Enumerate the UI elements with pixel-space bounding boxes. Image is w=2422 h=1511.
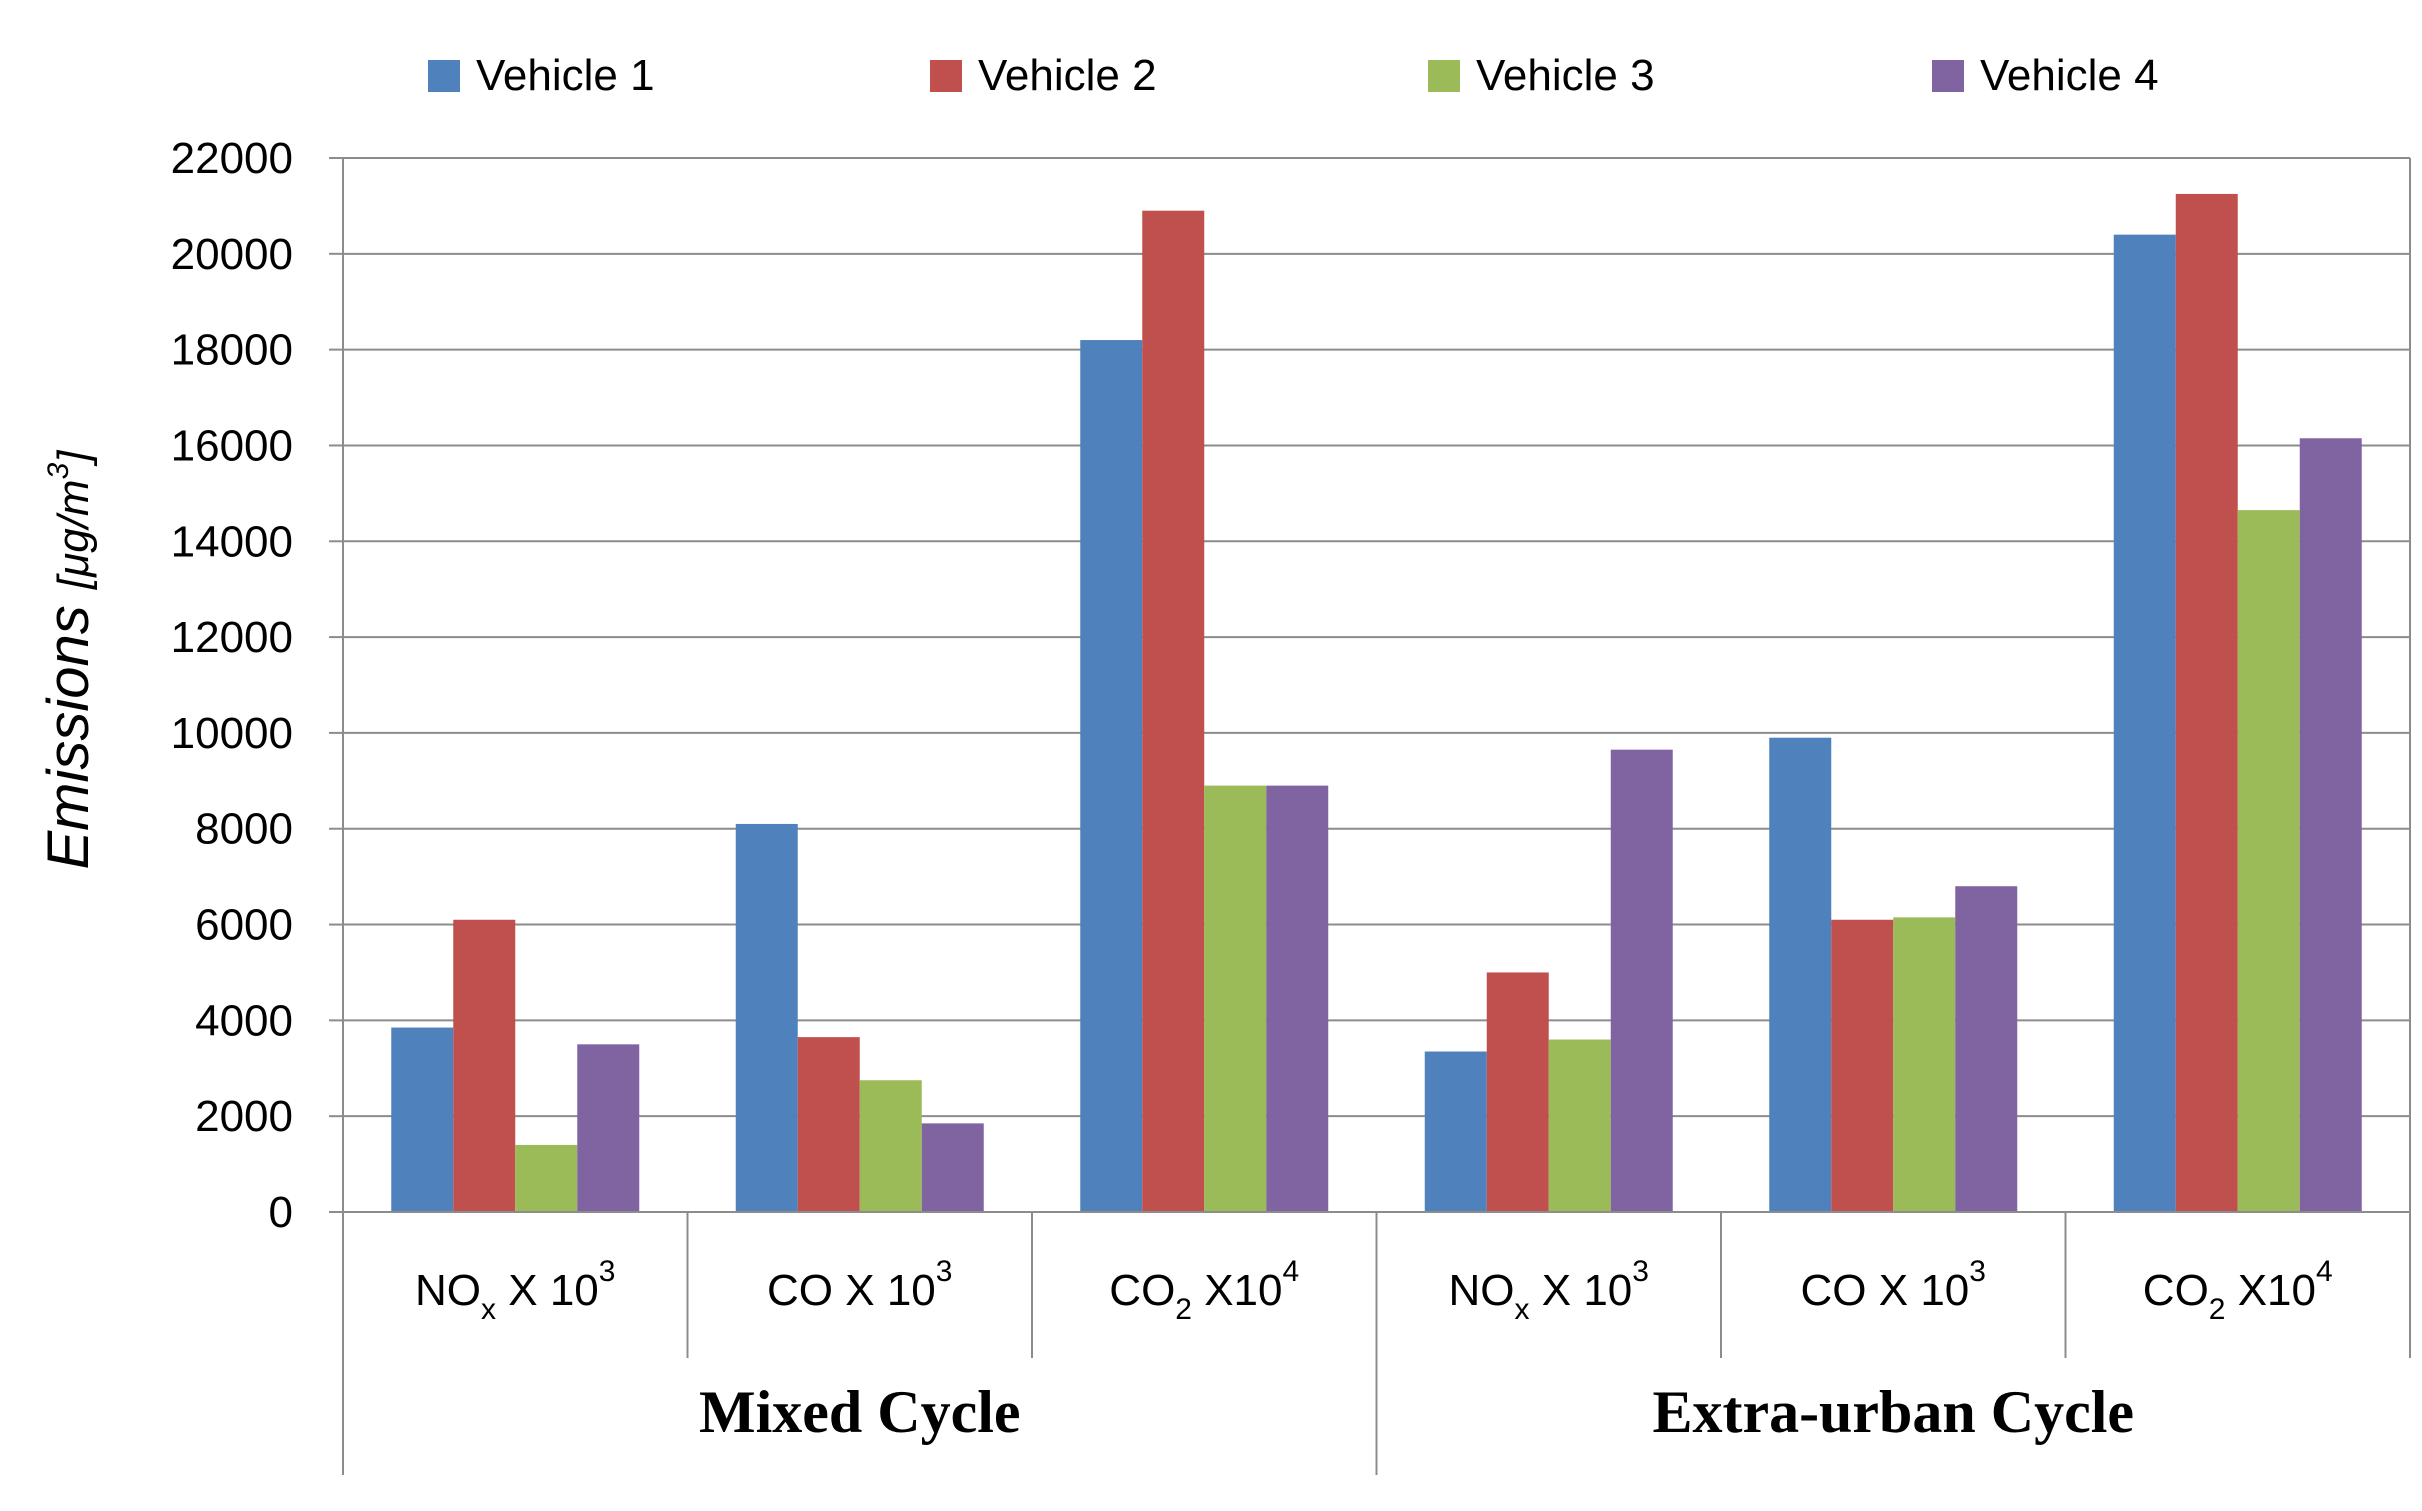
legend-swatch [930, 60, 962, 92]
y-tick-label: 0 [269, 1188, 293, 1237]
group-labels: Mixed Cycle Extra-urban Cycle [699, 1379, 2134, 1445]
bars [391, 193, 2362, 1212]
bar-vehicle-1-3 [1424, 1051, 1487, 1212]
bar-vehicle-2-0 [453, 919, 516, 1212]
legend-label: Vehicle 3 [1476, 51, 1655, 100]
bar-vehicle-4-1 [921, 1123, 984, 1212]
y-tick-label: 8000 [195, 805, 293, 854]
bar-vehicle-2-3 [1486, 972, 1549, 1212]
bar-vehicle-4-0 [577, 1044, 640, 1212]
legend-swatch [1932, 60, 1964, 92]
bar-vehicle-1-4 [1769, 737, 1832, 1212]
y-axis-title: Emissions [μg/m3] [36, 449, 101, 870]
category-label: NOx X 103 [1449, 1255, 1649, 1326]
bar-vehicle-3-1 [859, 1080, 922, 1212]
bar-vehicle-1-2 [1080, 340, 1143, 1212]
bar-vehicle-2-1 [797, 1037, 860, 1212]
bar-vehicle-4-5 [2299, 438, 2362, 1212]
bar-vehicle-1-1 [735, 823, 798, 1212]
group-label: Mixed Cycle [699, 1379, 1021, 1445]
bar-vehicle-3-5 [2237, 510, 2300, 1212]
y-tick-label: 20000 [171, 230, 293, 279]
gridlines [343, 157, 2410, 1118]
bar-vehicle-3-4 [1893, 917, 1956, 1212]
y-tick-label: 14000 [171, 517, 293, 566]
y-tick-labels: 0 2000 4000 6000 8000 10000 12000 14000 16000 180… [171, 134, 293, 1237]
y-tick-label: 12000 [171, 613, 293, 662]
legend: Vehicle 1 Vehicle 2 Vehicle 3 Vehicle 4 [428, 51, 2159, 100]
legend-swatch [1428, 60, 1460, 92]
y-tick-label: 22000 [171, 134, 293, 183]
category-label: CO X 103 [767, 1255, 952, 1315]
category-label: CO X 103 [1801, 1255, 1986, 1315]
category-label: CO2 X104 [1109, 1255, 1299, 1326]
bar-vehicle-3-0 [515, 1144, 578, 1212]
bar-vehicle-1-5 [2113, 234, 2176, 1212]
y-tick-label: 6000 [195, 901, 293, 950]
bar-vehicle-4-2 [1266, 785, 1329, 1212]
group-label: Extra-urban Cycle [1652, 1379, 2134, 1445]
bar-vehicle-2-4 [1831, 919, 1894, 1212]
y-tick-label: 18000 [171, 326, 293, 375]
bar-vehicle-3-3 [1548, 1039, 1611, 1212]
bar-vehicle-2-5 [2175, 193, 2238, 1212]
legend-label: Vehicle 4 [1980, 51, 2159, 100]
category-label: CO2 X104 [2143, 1255, 2333, 1326]
category-label: NOx X 103 [415, 1255, 615, 1326]
bar-vehicle-1-0 [391, 1027, 454, 1212]
y-tick-label: 16000 [171, 421, 293, 470]
y-axis-title-group: Emissions [μg/m3] [36, 449, 101, 870]
category-labels: NOx X 103 CO X 103 CO2 X104 NOx X 103 CO X 1… [415, 1255, 2333, 1326]
axes [329, 157, 2411, 1475]
legend-label: Vehicle 1 [476, 51, 655, 100]
bar-vehicle-4-4 [1955, 886, 2018, 1212]
y-tick-label: 4000 [195, 996, 293, 1045]
bar-vehicle-4-3 [1610, 749, 1673, 1212]
bar-vehicle-3-2 [1204, 785, 1267, 1212]
y-tick-label: 2000 [195, 1092, 293, 1141]
bar-vehicle-2-2 [1142, 210, 1205, 1212]
legend-swatch [428, 60, 460, 92]
y-tick-label: 10000 [171, 709, 293, 758]
legend-label: Vehicle 2 [978, 51, 1157, 100]
